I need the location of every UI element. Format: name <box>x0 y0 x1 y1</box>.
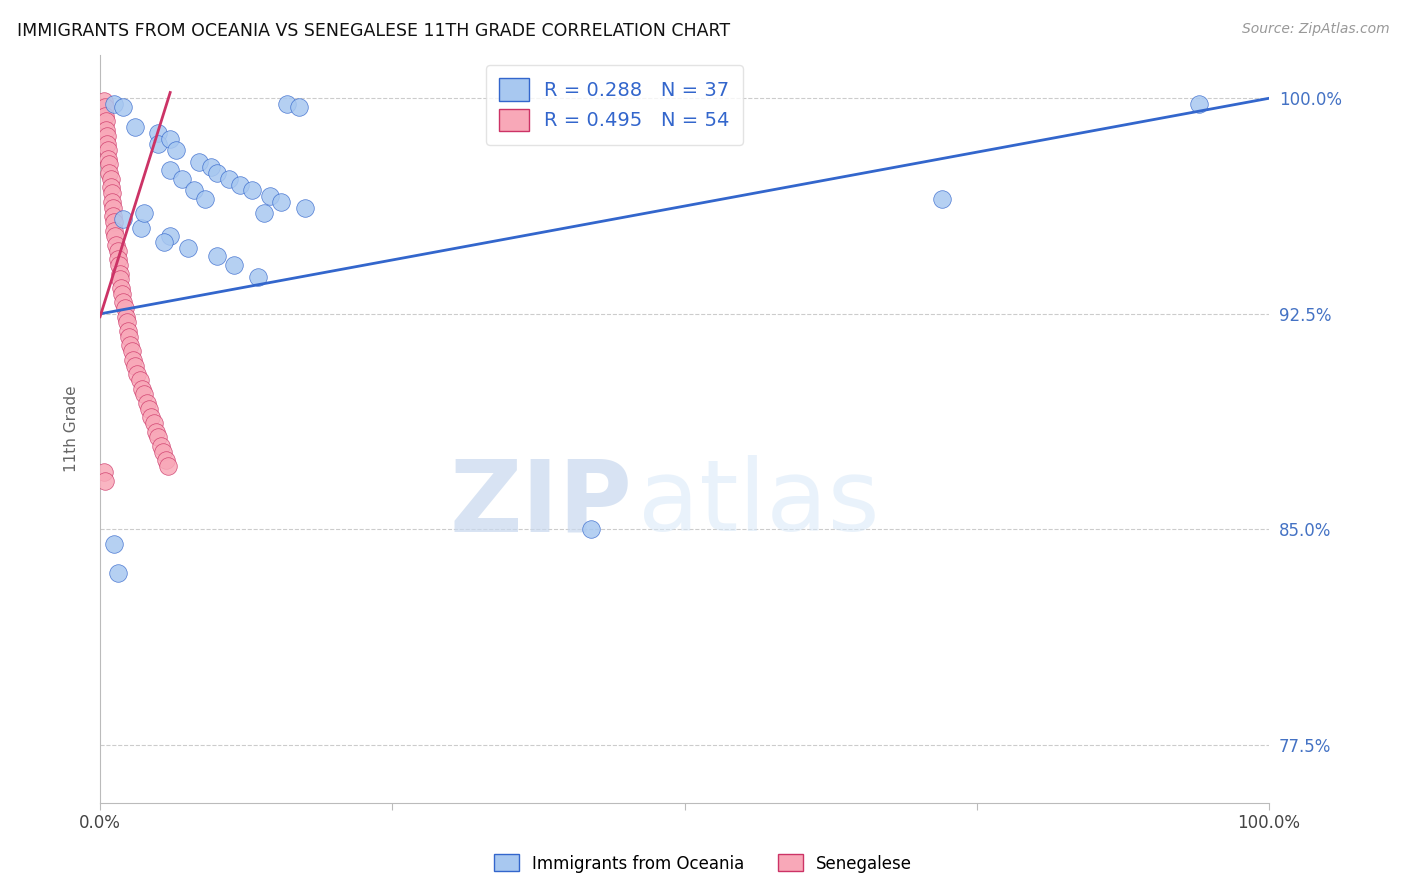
Point <box>294 201 316 215</box>
Y-axis label: 11th Grade: 11th Grade <box>65 385 79 472</box>
Point <box>112 295 135 310</box>
Point <box>229 178 252 192</box>
Point <box>103 97 125 112</box>
Point <box>156 459 179 474</box>
Point <box>240 183 263 197</box>
Point <box>93 474 115 488</box>
Point <box>121 344 143 359</box>
Point <box>103 537 125 551</box>
Point <box>148 137 170 152</box>
Point <box>148 430 170 444</box>
Point <box>94 123 117 137</box>
Point <box>110 281 132 295</box>
Point <box>107 566 129 580</box>
Point <box>100 194 122 209</box>
Text: atlas: atlas <box>638 455 879 552</box>
Point <box>93 94 115 108</box>
Text: IMMIGRANTS FROM OCEANIA VS SENEGALESE 11TH GRADE CORRELATION CHART: IMMIGRANTS FROM OCEANIA VS SENEGALESE 11… <box>17 22 730 40</box>
Point <box>165 143 187 157</box>
Point <box>124 120 146 134</box>
Point <box>170 171 193 186</box>
Point <box>105 238 128 252</box>
Point <box>276 97 298 112</box>
Point <box>246 269 269 284</box>
Point <box>253 206 276 220</box>
Point <box>128 373 150 387</box>
Point <box>107 252 129 267</box>
Point <box>1188 97 1211 112</box>
Legend: Immigrants from Oceania, Senegalese: Immigrants from Oceania, Senegalese <box>488 847 918 880</box>
Point <box>115 316 138 330</box>
Point <box>121 352 143 367</box>
Point <box>142 416 165 430</box>
Point <box>112 212 135 227</box>
Point <box>98 157 121 171</box>
Point <box>129 220 152 235</box>
Point <box>579 523 602 537</box>
Point <box>155 453 177 467</box>
Point <box>270 194 292 209</box>
Point <box>194 192 217 206</box>
Point <box>159 163 181 178</box>
Point <box>93 108 115 122</box>
Point <box>96 128 118 143</box>
Point <box>205 166 228 180</box>
Point <box>98 166 121 180</box>
Point <box>100 186 122 201</box>
Point <box>188 154 211 169</box>
Point <box>93 100 115 114</box>
Point <box>107 258 129 272</box>
Point <box>259 189 281 203</box>
Point <box>131 382 153 396</box>
Point <box>114 301 136 315</box>
Point <box>108 272 131 286</box>
Point <box>183 183 205 197</box>
Point <box>117 324 139 338</box>
Point <box>101 209 124 223</box>
Text: Source: ZipAtlas.com: Source: ZipAtlas.com <box>1241 22 1389 37</box>
Point <box>97 152 120 166</box>
Point <box>145 425 167 439</box>
Point <box>94 114 117 128</box>
Point <box>138 401 160 416</box>
Point <box>152 445 174 459</box>
Point <box>107 244 129 258</box>
Point <box>103 215 125 229</box>
Point <box>224 258 246 272</box>
Legend: R = 0.288   N = 37, R = 0.495   N = 54: R = 0.288 N = 37, R = 0.495 N = 54 <box>485 65 744 145</box>
Point <box>96 137 118 152</box>
Point <box>100 171 122 186</box>
Point <box>288 100 311 114</box>
Point <box>104 229 127 244</box>
Point <box>149 439 172 453</box>
Point <box>112 100 135 114</box>
Point <box>205 249 228 263</box>
Point <box>159 229 181 244</box>
Point <box>118 330 141 344</box>
Point <box>200 161 222 175</box>
Point <box>93 465 115 479</box>
Point <box>97 143 120 157</box>
Point <box>218 171 240 186</box>
Point <box>120 338 142 352</box>
Point <box>101 201 124 215</box>
Point <box>153 235 176 249</box>
Point <box>103 223 125 237</box>
Point <box>114 310 136 324</box>
Point <box>134 206 156 220</box>
Point <box>100 180 122 194</box>
Point <box>141 410 163 425</box>
Point <box>135 396 157 410</box>
Point <box>148 126 170 140</box>
Point <box>159 131 181 145</box>
Point <box>127 368 149 382</box>
Point <box>177 241 200 255</box>
Point <box>108 267 131 281</box>
Point <box>124 359 146 373</box>
Text: ZIP: ZIP <box>449 455 631 552</box>
Point <box>931 192 953 206</box>
Point <box>111 286 134 301</box>
Point <box>134 387 156 401</box>
